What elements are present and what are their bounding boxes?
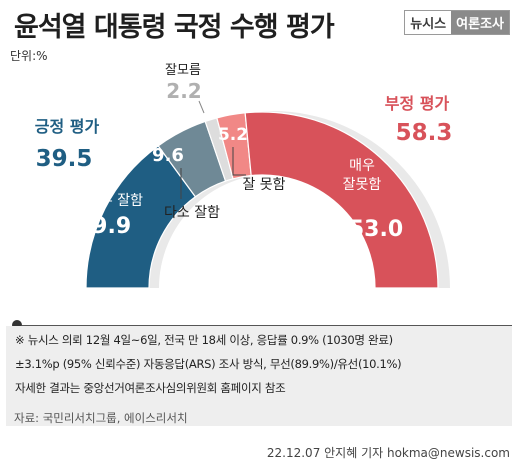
note-line-1: ※ 뉴시스 의뢰 12월 4일~6일, 전국 만 18세 이상, 응답률 0.9… <box>15 333 393 347</box>
brand-section: 여론조사 <box>451 11 509 34</box>
brand-badge: 뉴시스 여론조사 <box>404 10 510 35</box>
note-line-2: ±3.1%p (95% 신뢰수준) 자동응답(ARS) 조사 방식, 무선(89… <box>15 357 402 371</box>
somewhat-good-value: 9.6 <box>152 145 184 166</box>
dont-know-value: 2.2 <box>166 79 201 103</box>
survey-notes: ※ 뉴시스 의뢰 12월 4일~6일, 전국 만 18세 이상, 응답률 0.9… <box>6 326 512 426</box>
negative-group-value: 58.3 <box>396 120 453 146</box>
brand-name: 뉴시스 <box>405 11 452 34</box>
somewhat-good-label: 다소 잘함 <box>164 205 220 221</box>
notes-bullet <box>12 320 22 330</box>
very-bad-label-line1: 매우 <box>349 158 375 174</box>
chart-segments <box>85 111 439 289</box>
very-bad-label-line2: 잘못함 <box>343 177 382 193</box>
notes-rule <box>22 325 512 326</box>
credit-line: 22.12.07 안지혜 기자 hokma@newsis.com <box>266 446 510 460</box>
somewhat-bad-value: 5.2 <box>218 125 248 145</box>
page-title: 윤석열 대통령 국정 수행 평가 <box>14 12 335 43</box>
approval-chart: 긍정 평가 39.5 부정 평가 58.3 매우 잘함 29.9 9.6 다소 … <box>35 63 453 289</box>
somewhat-bad-label: 잘 못함 <box>242 177 285 193</box>
note-line-3: 자세한 결과는 중앙선거여론조사심의위원회 홈페이지 참조 <box>15 381 286 395</box>
unit-label: 단위:% <box>10 49 48 63</box>
positive-group-value: 39.5 <box>36 146 93 172</box>
dont-know-leader <box>198 100 205 114</box>
dont-know-label: 잘모름 <box>165 63 201 78</box>
somewhat-bad-leader <box>232 147 246 176</box>
negative-group-label: 부정 평가 <box>385 94 450 113</box>
source-line: 자료: 국민리서치그룹, 에이스리서치 <box>14 411 188 425</box>
very-bad-value: 53.0 <box>349 217 403 242</box>
very-good-label: 매우 잘함 <box>87 193 143 209</box>
positive-group-label: 긍정 평가 <box>35 117 100 136</box>
seg-very-bad <box>244 111 439 289</box>
very-good-value: 29.9 <box>77 214 131 239</box>
